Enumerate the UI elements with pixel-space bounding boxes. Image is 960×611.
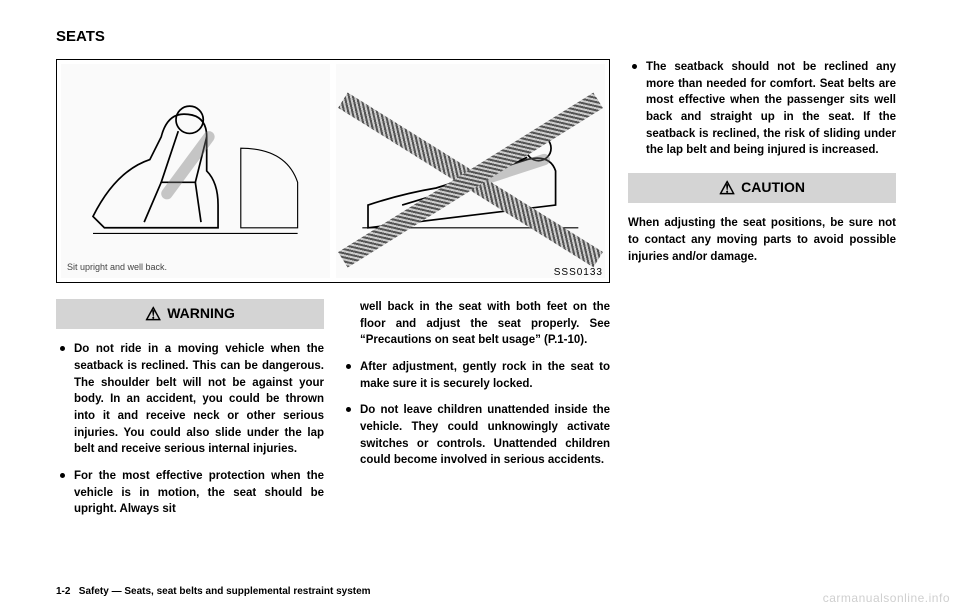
- warning-heading: ⚠ WARNING: [56, 299, 324, 329]
- caution-icon: ⚠: [719, 179, 735, 197]
- warning-list-2: After adjustment, gently rock in the sea…: [342, 359, 610, 469]
- list-item: Do not leave children unattended inside …: [342, 402, 610, 469]
- left-block: Sit upright and well back. SSS0133 ⚠ WARN…: [56, 59, 610, 528]
- warning-label: WARNING: [167, 305, 235, 321]
- chapter-title: Safety — Seats, seat belts and supplemen…: [79, 586, 371, 597]
- seat-figure: Sit upright and well back. SSS0133: [56, 59, 610, 283]
- column-3: The seatback should not be reclined any …: [628, 59, 896, 528]
- list-item: Do not ride in a moving vehicle when the…: [56, 341, 324, 458]
- figure-panel-wrong: [336, 64, 605, 278]
- watermark: carmanualsonline.info: [823, 591, 950, 605]
- page-title: SEATS: [56, 28, 904, 45]
- continued-text: well back in the seat with both feet on …: [342, 299, 610, 349]
- list-item: For the most effective protection when t…: [56, 468, 324, 518]
- figure-panel-correct: Sit upright and well back.: [61, 64, 330, 278]
- list-item: The seatback should not be reclined any …: [628, 59, 896, 159]
- caution-heading: ⚠ CAUTION: [628, 173, 896, 203]
- text-columns: ⚠ WARNING Do not ride in a moving vehicle…: [56, 299, 610, 528]
- page-footer: 1-2 Safety — Seats, seat belts and suppl…: [56, 586, 371, 597]
- caution-text: When adjusting the seat positions, be su…: [628, 215, 896, 265]
- figure-caption: Sit upright and well back.: [67, 262, 167, 272]
- warning-list-3: The seatback should not be reclined any …: [628, 59, 896, 159]
- caution-label: CAUTION: [741, 179, 805, 195]
- page-number: 1-2: [56, 586, 70, 597]
- figure-id: SSS0133: [554, 267, 603, 278]
- warning-list-1: Do not ride in a moving vehicle when the…: [56, 341, 324, 518]
- column-2: well back in the seat with both feet on …: [342, 299, 610, 528]
- list-item: After adjustment, gently rock in the sea…: [342, 359, 610, 392]
- seat-reclined-icon: [356, 80, 585, 262]
- content-row: Sit upright and well back. SSS0133 ⚠ WARN…: [56, 59, 904, 528]
- warning-icon: ⚠: [145, 305, 161, 323]
- column-1: ⚠ WARNING Do not ride in a moving vehicle…: [56, 299, 324, 528]
- seat-upright-icon: [81, 80, 310, 262]
